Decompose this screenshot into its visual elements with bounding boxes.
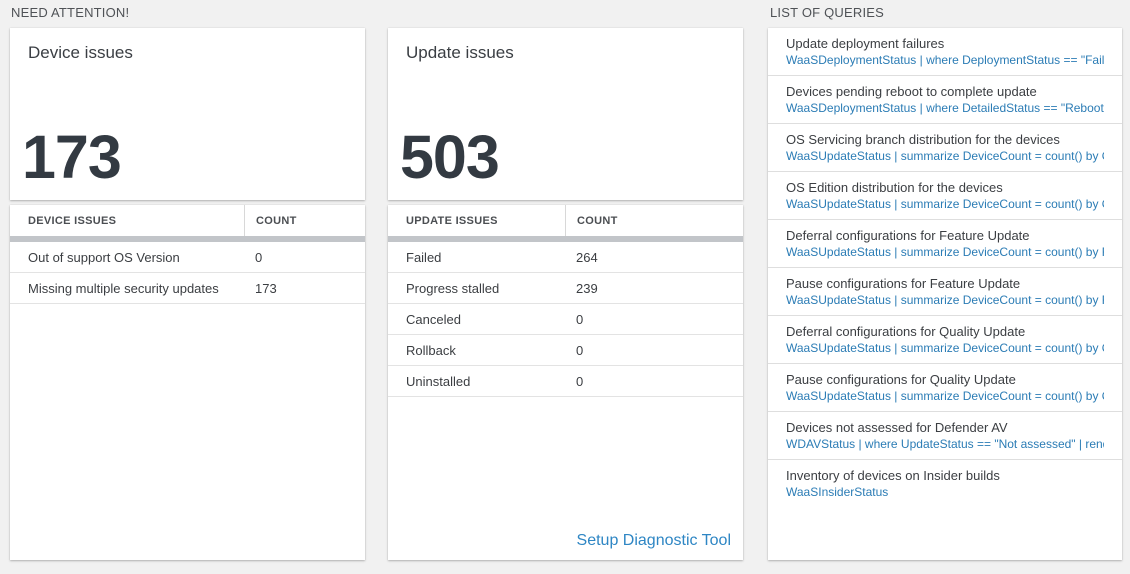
row-label: Missing multiple security updates [28,280,219,296]
device-issues-count: 173 [22,123,122,191]
query-link[interactable]: WaaSDeploymentStatus | where DeploymentS… [786,53,1104,67]
table-row[interactable]: Uninstalled 0 [388,366,743,397]
query-link[interactable]: WDAVStatus | where UpdateStatus == "Not … [786,437,1104,451]
update-issues-tile[interactable]: Update issues 503 [388,28,743,200]
query-title: Devices pending reboot to complete updat… [786,84,1037,99]
query-item[interactable]: Inventory of devices on Insider builds W… [768,460,1122,507]
query-link[interactable]: WaaSUpdateStatus | summarize DeviceCount… [786,389,1104,403]
query-link[interactable]: WaaSUpdateStatus | summarize DeviceCount… [786,149,1104,163]
row-count: 264 [576,249,598,265]
column-header-device-issues: DEVICE ISSUES [28,214,117,227]
query-item[interactable]: Deferral configurations for Feature Upda… [768,220,1122,268]
query-item[interactable]: Update deployment failures WaaSDeploymen… [768,28,1122,76]
row-count: 239 [576,280,598,296]
query-title: Deferral configurations for Quality Upda… [786,324,1026,339]
query-item[interactable]: Deferral configurations for Quality Upda… [768,316,1122,364]
device-issues-tile[interactable]: Device issues 173 [10,28,365,200]
query-title: OS Servicing branch distribution for the… [786,132,1060,147]
queries-panel: Update deployment failures WaaSDeploymen… [768,28,1122,560]
device-issues-table: DEVICE ISSUES COUNT Out of support OS Ve… [10,205,365,560]
query-title: Pause configurations for Feature Update [786,276,1021,291]
row-count: 0 [576,373,584,389]
row-label: Out of support OS Version [28,249,180,265]
row-count: 173 [255,280,277,296]
query-title: Pause configurations for Quality Update [786,372,1016,387]
row-label: Failed [406,249,442,265]
update-issues-table: UPDATE ISSUES COUNT Failed 264 Progress … [388,205,743,560]
section-header-list-of-queries: LIST OF QUERIES [770,5,885,20]
table-row[interactable]: Progress stalled 239 [388,273,743,304]
table-header-divider [10,236,365,242]
row-label: Canceled [406,311,461,327]
query-link[interactable]: WaaSUpdateStatus | summarize DeviceCount… [786,341,1104,355]
column-header-update-issues: UPDATE ISSUES [406,214,498,227]
device-issues-title: Device issues [28,43,133,62]
query-title: Deferral configurations for Feature Upda… [786,228,1030,243]
query-item[interactable]: OS Servicing branch distribution for the… [768,124,1122,172]
table-row[interactable]: Rollback 0 [388,335,743,366]
section-header-need-attention: NEED ATTENTION! [11,5,130,20]
table-row[interactable]: Out of support OS Version 0 [10,242,365,273]
query-item[interactable]: Devices pending reboot to complete updat… [768,76,1122,124]
column-header-count: COUNT [244,205,365,236]
query-title: Inventory of devices on Insider builds [786,468,1000,483]
row-label: Progress stalled [406,280,500,296]
setup-diagnostic-tool-link[interactable]: Setup Diagnostic Tool [576,532,731,549]
table-row[interactable]: Failed 264 [388,242,743,273]
query-link[interactable]: WaaSUpdateStatus | summarize DeviceCount… [786,293,1104,307]
query-item[interactable]: Pause configurations for Quality Update … [768,364,1122,412]
query-title: OS Edition distribution for the devices [786,180,1003,195]
query-title: Update deployment failures [786,36,945,51]
query-item[interactable]: OS Edition distribution for the devices … [768,172,1122,220]
table-row[interactable]: Canceled 0 [388,304,743,335]
query-link[interactable]: WaaSUpdateStatus | summarize DeviceCount… [786,245,1104,259]
update-issues-title: Update issues [406,43,514,62]
query-title: Devices not assessed for Defender AV [786,420,1008,435]
table-header-divider [388,236,743,242]
row-count: 0 [255,249,263,265]
table-row[interactable]: Missing multiple security updates 173 [10,273,365,304]
update-issues-table-header: UPDATE ISSUES COUNT [388,205,743,236]
query-link[interactable]: WaaSInsiderStatus [786,485,889,499]
query-item[interactable]: Devices not assessed for Defender AV WDA… [768,412,1122,460]
query-link[interactable]: WaaSUpdateStatus | summarize DeviceCount… [786,197,1104,211]
column-header-count: COUNT [565,205,743,236]
device-issues-table-header: DEVICE ISSUES COUNT [10,205,365,236]
row-count: 0 [576,311,584,327]
update-issues-count: 503 [400,123,500,191]
row-label: Uninstalled [406,373,471,389]
query-link[interactable]: WaaSDeploymentStatus | where DetailedSta… [786,101,1104,115]
query-item[interactable]: Pause configurations for Feature Update … [768,268,1122,316]
row-label: Rollback [406,342,456,358]
row-count: 0 [576,342,584,358]
